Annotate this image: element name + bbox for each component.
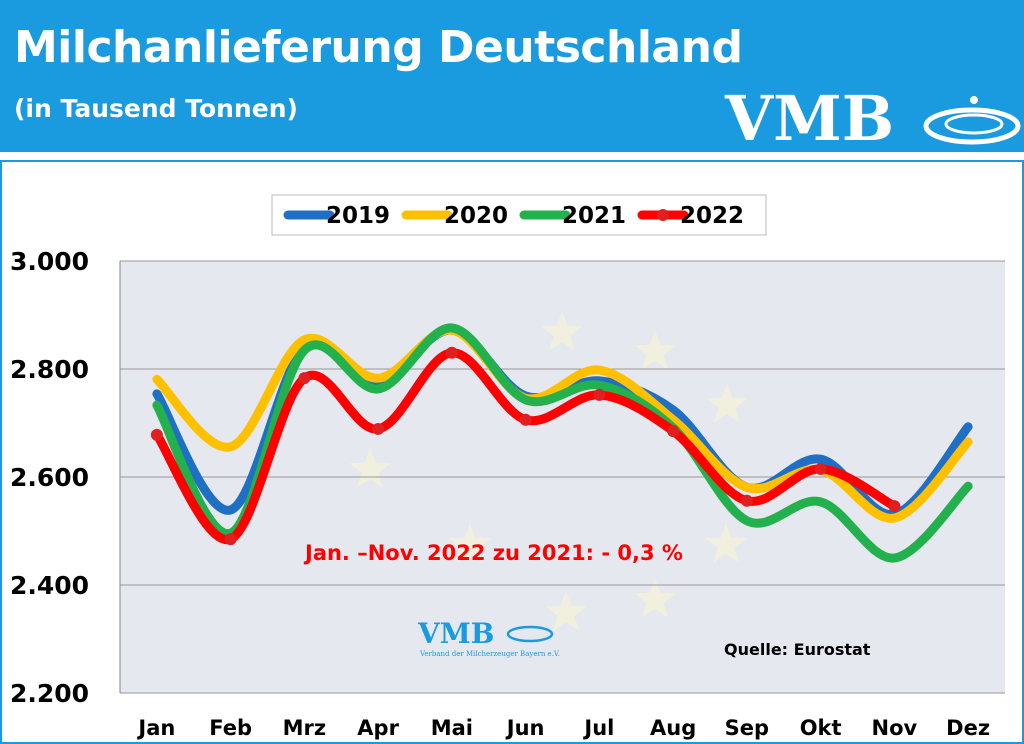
legend-label: 2022 — [680, 203, 744, 229]
x-tick-label: Jan — [136, 716, 175, 740]
y-tick-label: 2.400 — [10, 571, 89, 600]
data-point-2022 — [593, 388, 606, 401]
eu-star-icon — [634, 330, 676, 370]
header-banner: Milchanlieferung Deutschland (in Tausend… — [0, 0, 1024, 152]
x-tick-label: Sep — [725, 716, 769, 740]
data-point-2022 — [888, 500, 901, 513]
x-tick-label: Jul — [582, 716, 614, 740]
legend-label: 2019 — [326, 203, 390, 229]
x-tick-label: Mai — [431, 716, 473, 740]
eu-star-icon — [449, 523, 491, 563]
vmb-logo-text: VMB — [725, 82, 895, 155]
legend: 2019 2020 2021 2022 — [271, 194, 767, 236]
data-point-2022 — [150, 428, 163, 441]
eu-star-icon — [705, 523, 747, 563]
eu-star-icon — [349, 448, 391, 488]
data-point-2022 — [445, 346, 458, 359]
x-tick-label: Nov — [872, 716, 918, 740]
series-line-2021 — [152, 323, 973, 563]
x-tick-label: Jun — [505, 716, 545, 740]
eu-star-icon — [706, 383, 748, 423]
x-tick-label: Apr — [357, 716, 399, 740]
annotation: Jan. –Nov. 2022 zu 2021: - 0,3 % — [303, 541, 683, 565]
source-note: Quelle: Eurostat — [724, 640, 871, 659]
data-point-2022 — [740, 494, 753, 507]
watermark-tagline: Verband der Milcherzeuger Bayern e.V. — [419, 650, 560, 658]
data-point-2022 — [298, 372, 311, 385]
y-tick-label: 2.600 — [10, 463, 89, 492]
legend-label: 2021 — [562, 203, 626, 229]
series-line-2022 — [152, 348, 899, 544]
data-point-2022 — [667, 425, 680, 438]
data-point-2022 — [372, 422, 385, 435]
data-point-2022 — [224, 533, 237, 546]
page-subtitle: (in Tausend Tonnen) — [14, 94, 298, 123]
data-point-2022 — [519, 413, 532, 426]
eu-star-icon — [541, 311, 583, 351]
page-title: Milchanlieferung Deutschland — [14, 22, 743, 73]
legend-label: 2020 — [444, 203, 508, 229]
y-tick-label: 2.200 — [10, 679, 89, 708]
eu-star-icon — [634, 578, 676, 618]
watermark-logo: VMB — [417, 617, 494, 650]
x-tick-label: Mrz — [283, 716, 326, 740]
vmb-logo: VMB — [725, 88, 1021, 154]
vmb-swirl-icon — [923, 96, 1021, 145]
y-tick-label: 3.000 — [10, 247, 89, 276]
watermark-swirl-icon — [506, 625, 554, 643]
x-tick-label: Aug — [650, 716, 696, 740]
eu-star-icon — [545, 591, 587, 631]
data-point-2022 — [814, 462, 827, 475]
x-tick-label: Feb — [209, 716, 252, 740]
x-tick-label: Dez — [946, 716, 990, 740]
x-tick-label: Okt — [800, 716, 842, 740]
y-tick-label: 2.800 — [10, 355, 89, 384]
legend-marker — [657, 209, 669, 221]
